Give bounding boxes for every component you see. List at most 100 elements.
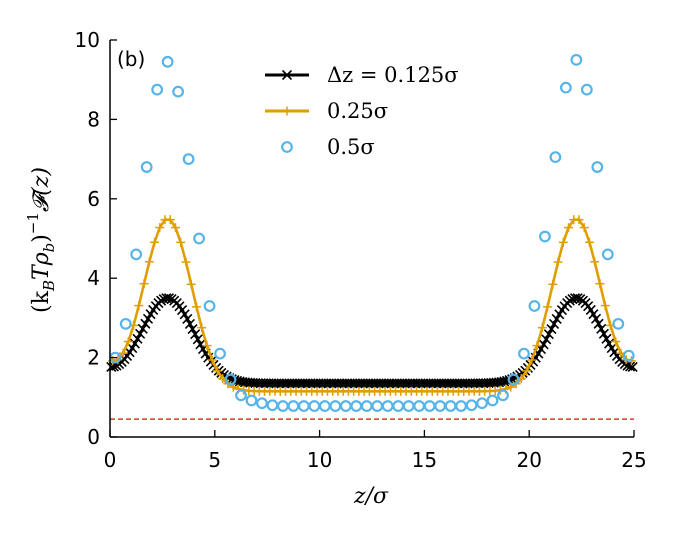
data-point — [224, 373, 237, 386]
data-point — [192, 334, 203, 345]
data-point — [165, 215, 175, 225]
data-point — [532, 341, 542, 351]
data-point — [277, 400, 289, 412]
series-1 — [108, 215, 636, 396]
data-point — [132, 333, 143, 344]
data-point — [163, 293, 175, 304]
data-point — [371, 400, 384, 412]
data-point — [558, 237, 568, 247]
data-point — [195, 339, 206, 350]
data-point — [155, 223, 165, 233]
data-point — [444, 400, 457, 412]
data-point — [360, 400, 373, 412]
legend-marker — [281, 141, 293, 153]
y-label-open: (k — [29, 290, 54, 313]
data-point — [465, 399, 478, 412]
data-point — [139, 279, 149, 289]
series-line — [112, 218, 632, 393]
x-tick-label: 25 — [621, 448, 646, 472]
data-point — [543, 329, 554, 340]
data-point — [140, 161, 153, 173]
data-point — [123, 337, 133, 347]
data-point — [171, 223, 180, 233]
y-tick-label: 8 — [87, 107, 100, 131]
data-point — [308, 400, 321, 412]
data-point — [600, 301, 610, 311]
data-point — [193, 232, 205, 245]
data-point — [266, 399, 279, 412]
data-point — [601, 248, 614, 261]
y-label-func: 𝓕(z) — [29, 167, 54, 212]
x-tick-label: 10 — [307, 448, 332, 472]
data-point — [144, 257, 154, 267]
data-point — [522, 366, 532, 376]
data-point — [212, 366, 222, 376]
data-point — [580, 83, 593, 96]
data-point — [186, 279, 196, 289]
data-point — [151, 83, 164, 96]
y-tick-label: 2 — [87, 346, 100, 370]
data-point — [553, 257, 563, 267]
data-point — [559, 81, 572, 94]
data-point — [140, 318, 151, 329]
data-point — [190, 329, 201, 340]
data-point — [551, 313, 562, 325]
data-point — [150, 237, 160, 247]
data-point — [549, 151, 562, 164]
data-point — [539, 230, 551, 243]
data-point — [184, 318, 195, 329]
data-point — [507, 373, 520, 386]
data-point — [235, 389, 247, 402]
y-label-close: ) — [29, 234, 54, 243]
data-point — [625, 361, 636, 372]
data-point — [318, 400, 331, 412]
data-point — [329, 400, 342, 412]
panel-label: (b) — [117, 47, 145, 71]
data-point — [134, 301, 144, 311]
data-point — [181, 257, 191, 267]
data-point — [497, 389, 509, 402]
x-tick-label: 15 — [412, 448, 437, 472]
data-point — [627, 361, 638, 372]
data-point — [591, 161, 604, 173]
data-point — [179, 309, 190, 320]
data-point — [486, 394, 499, 407]
data-point — [595, 279, 605, 289]
series-line — [111, 296, 633, 385]
y-tick-label: 6 — [87, 187, 100, 211]
legend-label: 0.5σ — [327, 135, 375, 159]
y-tick-label: 10 — [75, 28, 100, 52]
legend-item: 0.25σ — [265, 99, 388, 123]
data-point — [187, 323, 198, 335]
x-tick-label: 20 — [516, 448, 541, 472]
data-point — [588, 309, 599, 320]
data-point — [381, 400, 394, 412]
legend: Δz = 0.125σ 0.25σ 0.5σ — [265, 63, 459, 159]
data-point — [598, 328, 609, 339]
y-label-mid: Tρ — [29, 252, 54, 280]
data-point — [129, 338, 140, 349]
data-point — [564, 223, 573, 233]
data-point — [172, 85, 185, 98]
data-point — [622, 349, 635, 362]
data-point — [137, 323, 148, 334]
data-point — [191, 302, 201, 312]
data-point — [118, 348, 128, 358]
legend-label: Δz = 0.125σ — [327, 63, 459, 87]
x-axis-label: z/σ — [353, 484, 389, 509]
data-point — [541, 334, 552, 345]
data-point — [538, 339, 549, 350]
axes-layer — [109, 40, 634, 438]
data-point — [413, 400, 426, 412]
data-point — [339, 400, 352, 412]
data-point — [434, 400, 447, 412]
y-tick-label: 0 — [87, 425, 100, 449]
y-label-sub-b: B — [40, 280, 58, 292]
legend-item: 0.5σ — [281, 135, 375, 159]
data-point — [392, 400, 405, 412]
series-layer — [106, 53, 638, 412]
y-tick-label: 4 — [87, 266, 100, 290]
data-point — [214, 347, 226, 360]
data-point — [590, 257, 600, 267]
x-tick-label: 0 — [104, 448, 117, 472]
